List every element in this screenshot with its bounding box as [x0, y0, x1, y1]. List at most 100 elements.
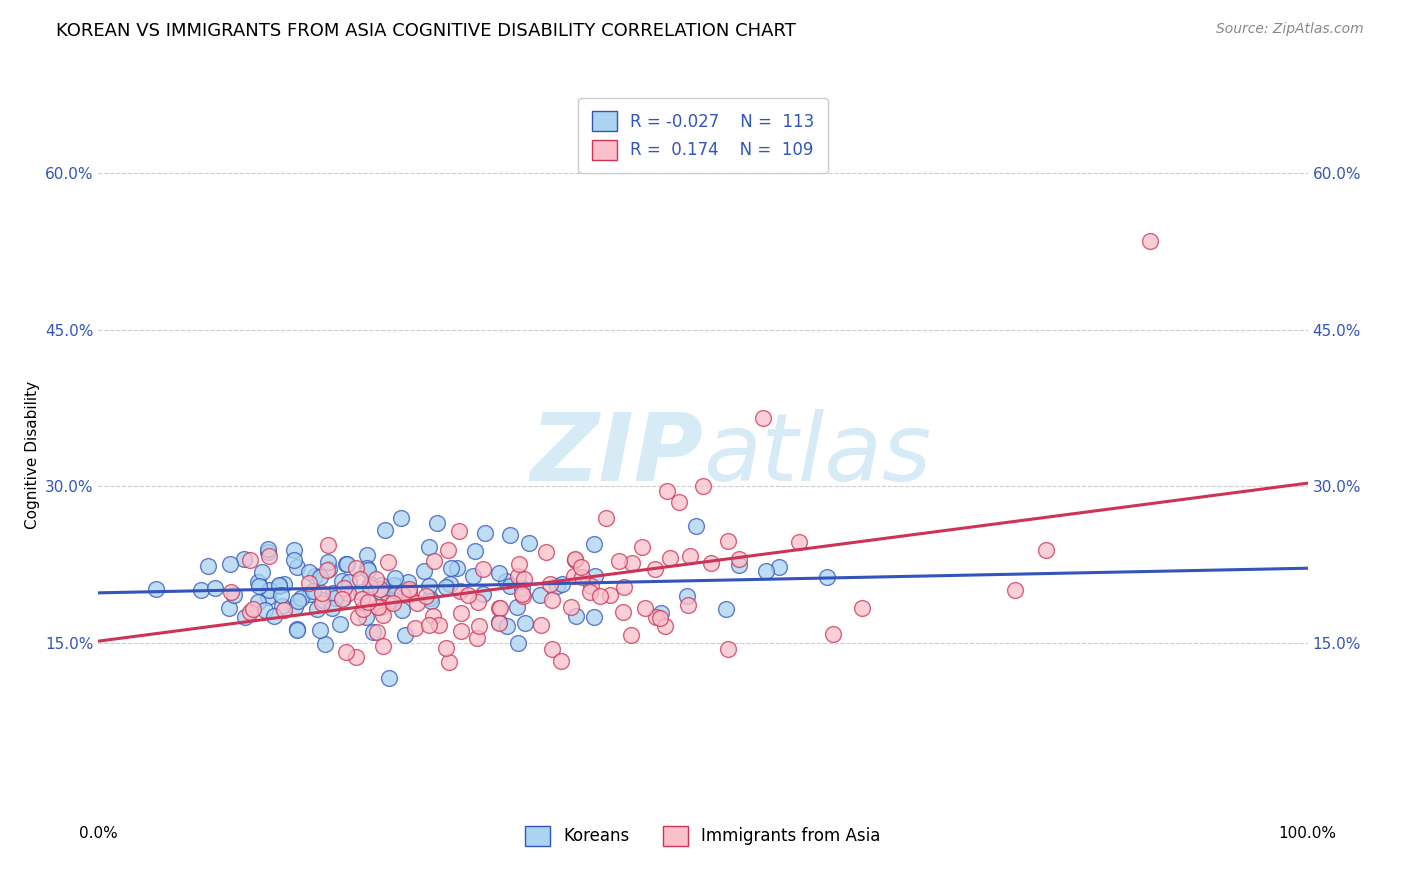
Point	[546, 579, 568, 593]
Point	[285, 624, 308, 638]
Point	[335, 558, 357, 572]
Point	[398, 584, 420, 599]
Point	[506, 636, 529, 650]
Point	[579, 579, 602, 593]
Point	[423, 554, 446, 568]
Point	[273, 576, 295, 591]
Point	[506, 569, 529, 583]
Point	[571, 570, 593, 584]
Point	[270, 588, 292, 602]
Point	[246, 595, 269, 609]
Point	[364, 573, 387, 587]
Point	[434, 581, 457, 595]
Point	[335, 645, 357, 659]
Point	[499, 579, 522, 593]
Text: atlas: atlas	[703, 409, 931, 500]
Point	[467, 595, 489, 609]
Point	[427, 617, 450, 632]
Point	[513, 615, 536, 630]
Point	[309, 623, 332, 637]
Point	[450, 624, 472, 638]
Point	[717, 641, 740, 656]
Point	[311, 586, 333, 600]
Point	[564, 553, 586, 567]
Point	[550, 654, 572, 668]
Point	[650, 606, 672, 620]
Point	[337, 574, 360, 589]
Point	[329, 617, 352, 632]
Point	[728, 551, 751, 566]
Point	[457, 588, 479, 602]
Point	[513, 572, 536, 586]
Point	[312, 593, 335, 607]
Point	[488, 601, 510, 615]
Point	[583, 569, 606, 583]
Point	[512, 589, 534, 603]
Point	[290, 591, 312, 606]
Point	[391, 603, 413, 617]
Point	[384, 588, 406, 602]
Point	[302, 584, 325, 599]
Point	[582, 537, 605, 551]
Point	[541, 642, 564, 657]
Point	[655, 484, 678, 499]
Point	[536, 544, 558, 558]
Point	[471, 587, 494, 601]
Point	[357, 595, 380, 609]
Point	[242, 601, 264, 615]
Point	[406, 596, 429, 610]
Point	[420, 594, 443, 608]
Point	[316, 555, 339, 569]
Point	[755, 565, 778, 579]
Point	[551, 577, 574, 591]
Point	[145, 582, 167, 596]
Point	[321, 601, 343, 615]
Text: ZIP: ZIP	[530, 409, 703, 501]
Point	[389, 510, 412, 524]
Point	[418, 540, 440, 554]
Point	[382, 593, 405, 607]
Point	[356, 548, 378, 562]
Point	[437, 542, 460, 557]
Point	[650, 611, 672, 625]
Point	[219, 585, 242, 599]
Point	[439, 655, 461, 669]
Point	[529, 618, 551, 632]
Point	[246, 575, 269, 590]
Point	[352, 592, 374, 607]
Point	[285, 560, 308, 574]
Point	[517, 535, 540, 549]
Point	[309, 570, 332, 584]
Point	[356, 561, 378, 575]
Point	[529, 588, 551, 602]
Point	[269, 579, 291, 593]
Point	[700, 556, 723, 570]
Point	[631, 540, 654, 554]
Point	[595, 510, 617, 524]
Point	[404, 621, 426, 635]
Point	[233, 610, 256, 624]
Point	[287, 622, 309, 636]
Point	[257, 582, 280, 597]
Point	[190, 582, 212, 597]
Point	[305, 601, 328, 615]
Point	[335, 558, 357, 572]
Point	[419, 591, 441, 606]
Y-axis label: Cognitive Disability: Cognitive Disability	[24, 381, 39, 529]
Point	[304, 569, 326, 583]
Point	[239, 605, 262, 619]
Point	[346, 610, 368, 624]
Point	[218, 601, 240, 615]
Point	[449, 584, 471, 599]
Point	[439, 576, 461, 591]
Point	[352, 602, 374, 616]
Point	[768, 559, 790, 574]
Point	[224, 588, 246, 602]
Point	[495, 619, 517, 633]
Point	[415, 589, 437, 603]
Point	[413, 564, 436, 578]
Point	[659, 551, 682, 566]
Point	[357, 563, 380, 577]
Point	[314, 638, 336, 652]
Point	[257, 549, 280, 564]
